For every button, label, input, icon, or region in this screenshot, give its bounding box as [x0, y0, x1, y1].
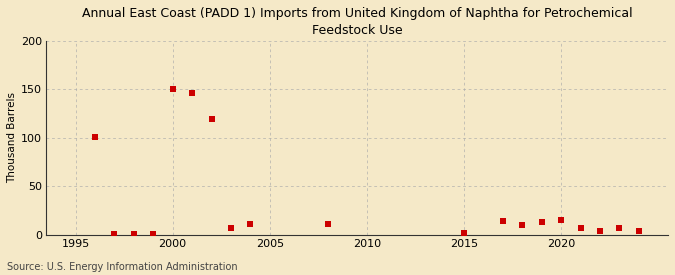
- Text: Source: U.S. Energy Information Administration: Source: U.S. Energy Information Administ…: [7, 262, 238, 272]
- Point: [459, 230, 470, 235]
- Point: [225, 226, 236, 230]
- Point: [245, 222, 256, 226]
- Point: [595, 229, 605, 233]
- Point: [323, 222, 333, 226]
- Point: [537, 220, 547, 224]
- Point: [167, 87, 178, 92]
- Title: Annual East Coast (PADD 1) Imports from United Kingdom of Naphtha for Petrochemi: Annual East Coast (PADD 1) Imports from …: [82, 7, 632, 37]
- Point: [497, 219, 508, 223]
- Point: [575, 226, 586, 230]
- Y-axis label: Thousand Barrels: Thousand Barrels: [7, 92, 17, 183]
- Point: [128, 232, 139, 236]
- Point: [90, 134, 101, 139]
- Point: [634, 229, 645, 233]
- Point: [148, 232, 159, 236]
- Point: [187, 91, 198, 95]
- Point: [109, 232, 119, 236]
- Point: [556, 218, 566, 222]
- Point: [614, 226, 625, 230]
- Point: [206, 117, 217, 122]
- Point: [517, 223, 528, 227]
